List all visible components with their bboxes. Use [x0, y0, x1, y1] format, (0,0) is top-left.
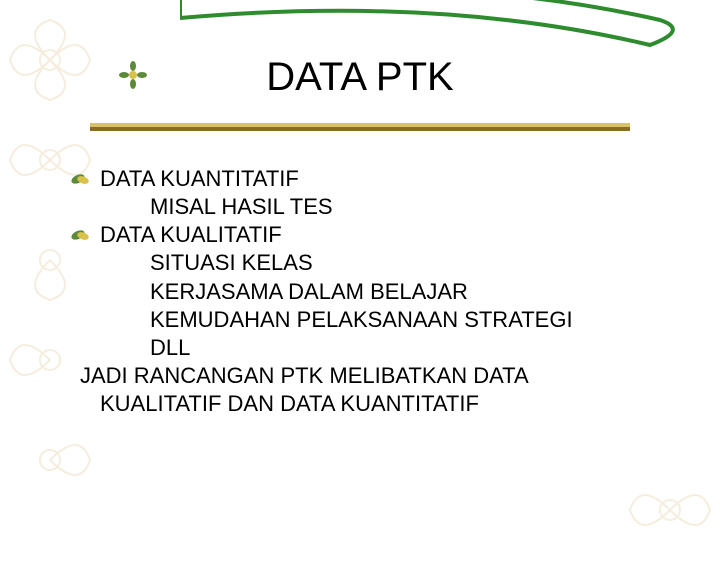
- slide-title: DATA PTK: [0, 55, 720, 100]
- leaf-bullet-icon: [60, 165, 100, 189]
- conclusion-line: JADI RANCANGAN PTK MELIBATKAN DATA: [60, 362, 680, 390]
- content-area: DATA KUANTITATIF MISAL HASIL TES DATA KU…: [60, 165, 680, 418]
- list-subitem: KEMUDAHAN PELAKSANAAN STRATEGI: [60, 306, 680, 334]
- motif: [0, 410, 100, 510]
- conclusion-line: KUALITATIF DAN DATA KUANTITATIF: [60, 390, 680, 418]
- list-item-text: DATA KUANTITATIF: [100, 165, 680, 193]
- title-underline: [90, 118, 630, 126]
- list-subitem: SITUASI KELAS: [60, 249, 680, 277]
- leaf-bullet-icon: [60, 221, 100, 245]
- list-subitem: KERJASAMA DALAM BELAJAR: [60, 278, 680, 306]
- header-swoosh: [180, 0, 700, 60]
- slide-title-block: DATA PTK: [0, 55, 720, 100]
- list-subitem: DLL: [60, 334, 680, 362]
- list-item-text: DATA KUALITATIF: [100, 221, 680, 249]
- list-item: DATA KUANTITATIF: [60, 165, 680, 193]
- list-subitem: MISAL HASIL TES: [60, 193, 680, 221]
- motif: [620, 460, 720, 560]
- list-item: DATA KUALITATIF: [60, 221, 680, 249]
